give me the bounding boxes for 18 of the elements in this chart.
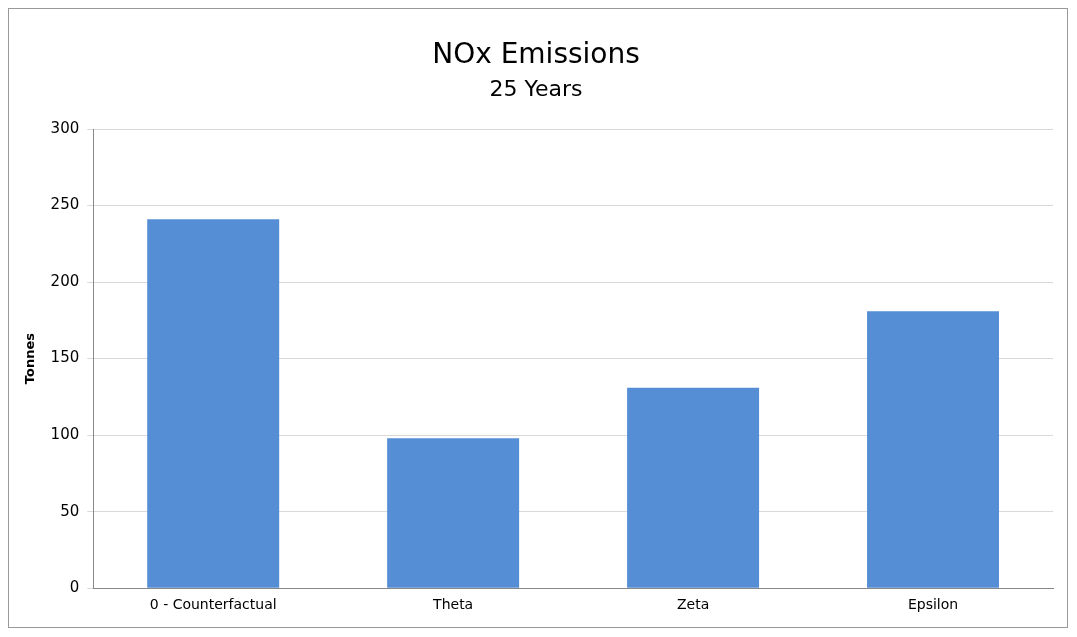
bar [387,438,520,588]
x-tick-label: Zeta [676,596,710,613]
y-axis-title: Tonnes [22,332,38,385]
y-tick-label: 100 [50,425,80,444]
y-tick-label: 0 [69,578,80,597]
y-tick-label: 150 [50,348,80,367]
y-tick-label: 300 [50,118,80,137]
y-tick-label: 250 [50,195,80,214]
y-tick-label: 200 [50,271,80,290]
y-tick-label: 50 [60,501,80,520]
bar [147,219,280,588]
bar [627,387,760,588]
x-tick-label: Epsilon [907,596,959,613]
bar [867,311,1000,588]
chart-subtitle: 25 Years [489,75,583,101]
x-tick-label: Theta [432,596,474,613]
chart-title: NOx Emissions [432,37,640,71]
x-tick-label: 0 - Counterfactual [149,596,277,613]
